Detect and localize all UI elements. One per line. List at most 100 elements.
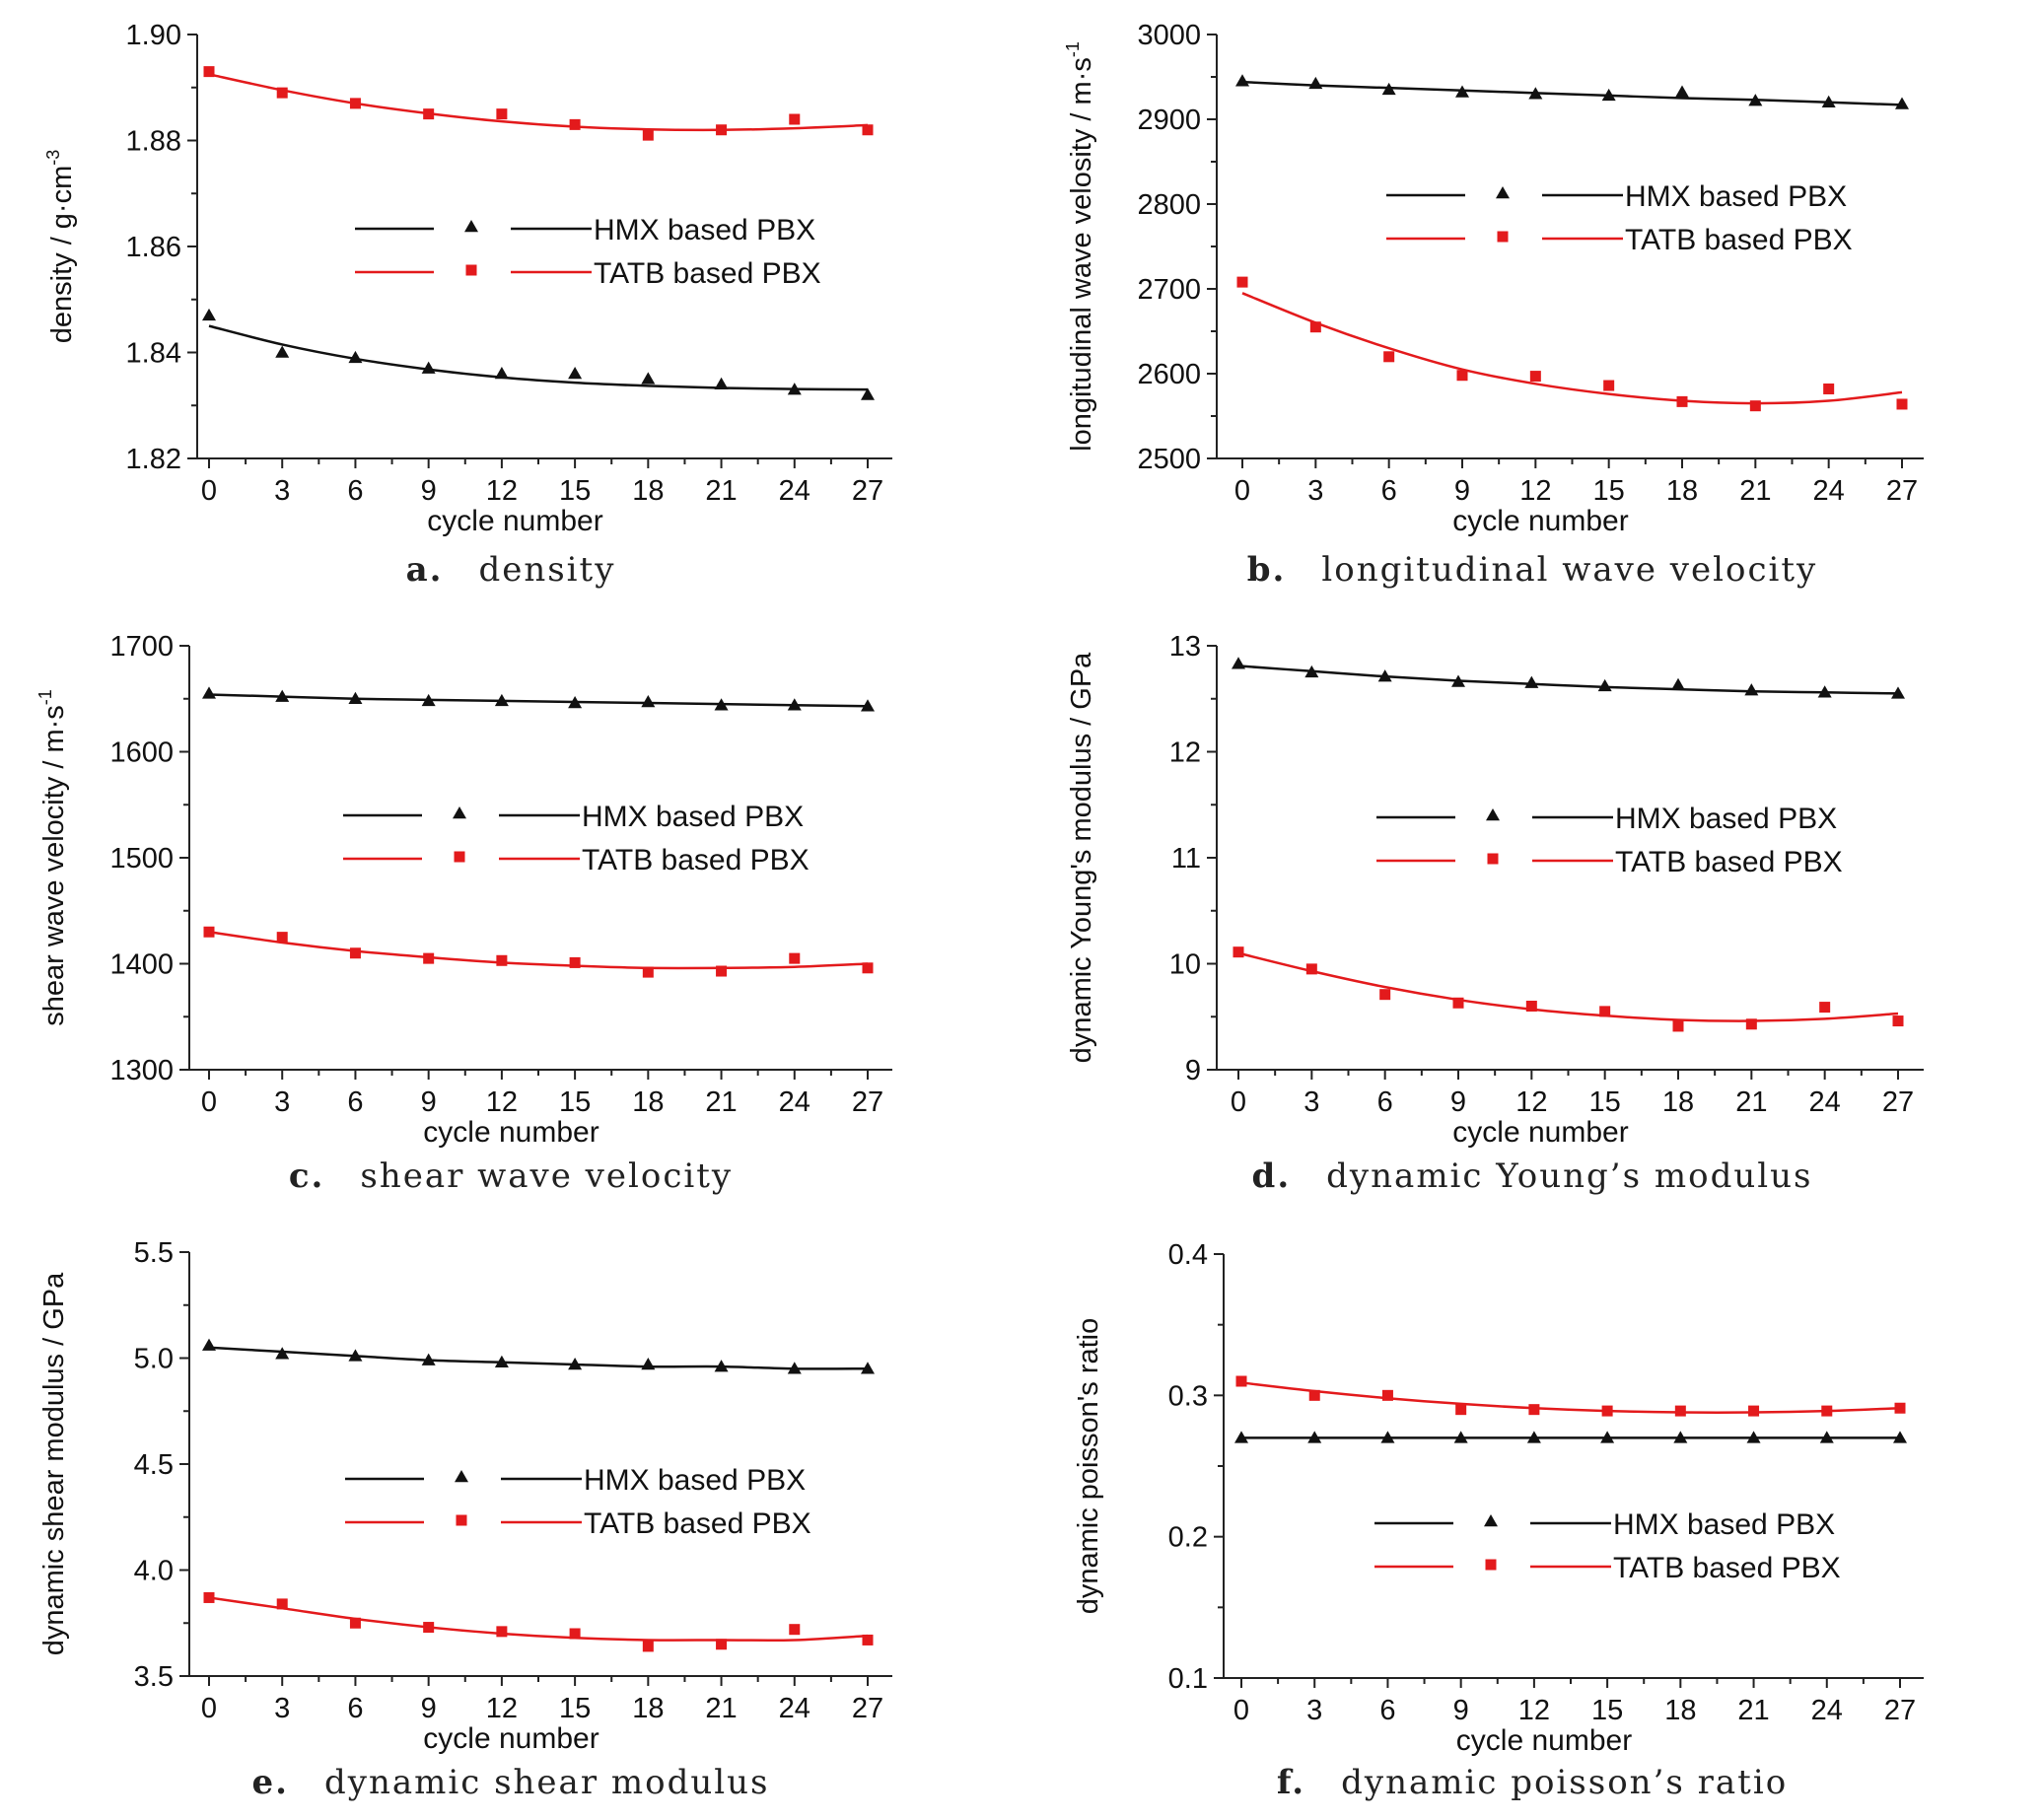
x-tick-label: 9 <box>421 1693 437 1724</box>
caption-letter: c. <box>288 1156 325 1196</box>
data-point-square <box>349 947 361 959</box>
series-hmx <box>1232 657 1905 699</box>
data-point-square <box>1525 1001 1537 1012</box>
chart-panel-longitudinal-velocity: 2500 2600 2700 2800 2900 3000 0 3 6 9 12 15 18 21 24 27… <box>1021 0 2043 606</box>
chart-panel-shear-modulus: 3.5 4.0 4.5 5.0 5.5 0 3 6 9 12 15 18 21 24 27 cycle num… <box>0 1213 1021 1819</box>
data-point-square <box>1233 946 1244 958</box>
data-point-triangle <box>1526 1431 1541 1443</box>
y-tick-label: 9 <box>1185 1055 1201 1086</box>
y-tick-label: 11 <box>1171 843 1201 875</box>
data-point-triangle <box>421 693 436 707</box>
legend-label: HMX based PBX <box>1615 803 1837 835</box>
legend: HMX based PBX TATB based PBX <box>355 214 821 290</box>
data-point-triangle <box>494 1355 509 1368</box>
fit-line <box>208 1596 869 1643</box>
data-point-square <box>423 952 435 964</box>
data-point-triangle <box>1453 1431 1468 1443</box>
fit-line <box>208 1346 869 1370</box>
legend-label: TATB based PBX <box>1615 846 1843 878</box>
data-point-square <box>1892 1015 1904 1027</box>
x-tick-label: 27 <box>852 1086 883 1118</box>
data-point-triangle <box>275 345 290 358</box>
data-point-square <box>1896 398 1908 410</box>
data-point-square <box>716 965 728 977</box>
y-tick-label: 0.4 <box>1168 1239 1208 1271</box>
data-point-square <box>1455 1404 1467 1416</box>
legend-label: HMX based PBX <box>582 801 804 833</box>
series-tatb <box>1236 276 1908 412</box>
data-point-triangle <box>1496 186 1510 199</box>
data-point-square <box>1235 1375 1247 1387</box>
y-tick-label: 1600 <box>109 737 174 769</box>
x-axis-label: cycle number <box>1452 1116 1628 1149</box>
y-tick-label: 1400 <box>109 949 174 981</box>
x-tick-label: 12 <box>486 475 518 507</box>
data-point-triangle <box>1524 675 1539 688</box>
y-tick-label: 0.2 <box>1168 1522 1208 1554</box>
y-tick-label: 2500 <box>1137 444 1201 475</box>
x-tick-label: 18 <box>1662 1086 1694 1118</box>
data-point-triangle <box>861 699 875 712</box>
data-point-square <box>1599 1006 1611 1017</box>
fit-line <box>1241 80 1903 106</box>
data-point-square <box>569 1628 581 1640</box>
caption-letter: b. <box>1246 550 1287 590</box>
x-tick-label: 6 <box>347 1693 363 1724</box>
x-tick-label: 3 <box>1303 1086 1319 1118</box>
data-point-triangle <box>348 691 363 704</box>
legend-label: TATB based PBX <box>594 257 821 290</box>
x-tick-label: 3 <box>1306 1695 1322 1726</box>
legend-label: TATB based PBX <box>1625 224 1853 256</box>
data-point-triangle <box>1601 88 1616 102</box>
series-tatb <box>203 66 874 141</box>
data-point-square <box>203 926 215 938</box>
chart-caption: a. density <box>0 550 1021 590</box>
fit-line <box>208 324 869 391</box>
data-point-square <box>456 1514 467 1526</box>
fit-line <box>1240 1381 1901 1414</box>
y-tick-label: 0.3 <box>1168 1380 1208 1412</box>
caption-letter: d. <box>1251 1156 1292 1196</box>
data-point-triangle <box>641 372 656 385</box>
data-point-square <box>1894 1402 1906 1414</box>
data-point-square <box>1748 1405 1760 1417</box>
data-point-triangle <box>714 698 729 711</box>
data-point-square <box>465 264 477 276</box>
y-tick-label: 2900 <box>1137 105 1201 136</box>
y-tick-label: 1500 <box>109 843 174 875</box>
data-point-triangle <box>787 698 802 711</box>
y-tick-label: 10 <box>1169 949 1201 981</box>
data-point-triangle <box>641 694 656 708</box>
x-tick-label: 21 <box>705 475 737 507</box>
data-point-triangle <box>714 1360 729 1372</box>
chart-shear-velocity-svg: 1300 1400 1500 1600 1700 0 3 6 9 12 15 18 21 24 27 cycl… <box>35 631 892 1149</box>
data-point-triangle <box>1673 1431 1688 1443</box>
data-point-triangle <box>202 686 216 699</box>
y-tick-label: 5.5 <box>134 1237 174 1269</box>
data-point-square <box>642 966 654 978</box>
x-tick-label: 15 <box>559 1086 591 1118</box>
caption-text: dynamic poisson’s ratio <box>1341 1763 1789 1802</box>
x-tick-label: 18 <box>632 1086 664 1118</box>
x-tick-label: 24 <box>779 1693 810 1724</box>
data-point-triangle <box>1308 76 1323 90</box>
x-tick-label: 6 <box>1377 1086 1393 1118</box>
data-point-square <box>862 1634 874 1645</box>
data-point-square <box>496 954 508 966</box>
chart-panel-density: 1.82 1.84 1.86 1.88 1.90 0 3 6 9 12 15 18 21 24 27 cycl… <box>0 0 1021 606</box>
data-point-triangle <box>861 1362 875 1374</box>
chart-young-modulus-svg: 9 10 11 12 13 0 3 6 9 12 15 18 21 24 27 cycle number dyn… <box>1066 631 1924 1149</box>
data-point-triangle <box>1486 808 1500 821</box>
data-point-triangle <box>1381 82 1396 96</box>
x-tick-label: 9 <box>421 475 437 507</box>
x-tick-label: 12 <box>486 1086 518 1118</box>
y-tick-label: 1300 <box>109 1055 174 1086</box>
data-point-square <box>1819 1002 1831 1014</box>
x-tick-label: 0 <box>1234 475 1250 507</box>
y-axis-label-superscript: -1 <box>35 689 55 705</box>
data-point-triangle <box>421 361 436 374</box>
x-tick-label: 3 <box>274 1086 290 1118</box>
data-point-triangle <box>202 308 216 321</box>
data-point-triangle <box>494 693 509 707</box>
chart-poisson-ratio-svg: 0.1 0.2 0.3 0.4 0 3 6 9 12 15 18 21 24 27 cycle number… <box>1073 1239 1924 1757</box>
